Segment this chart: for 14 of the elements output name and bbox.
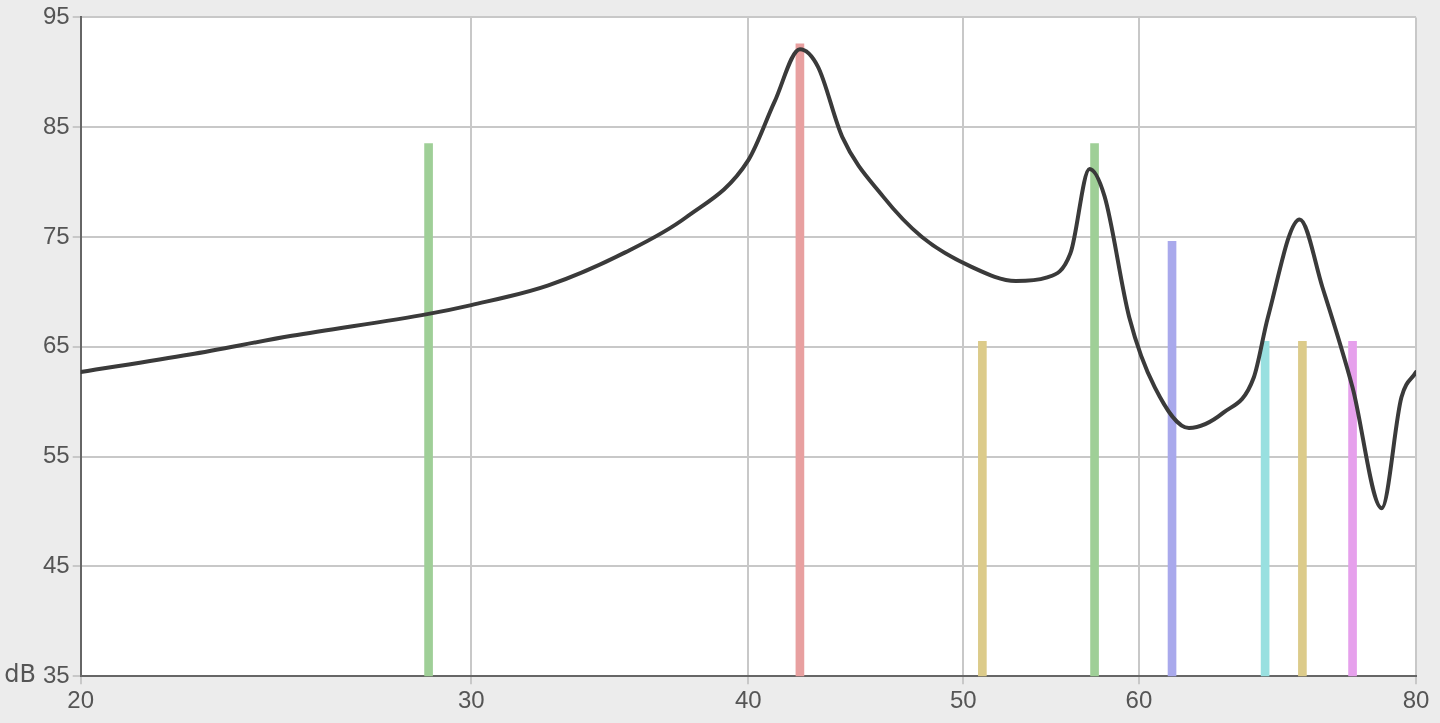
- y-axis-title: dB: [4, 660, 36, 689]
- y-tick-label: 65: [42, 331, 70, 359]
- y-tick-label: 85: [42, 111, 70, 139]
- y-tick-label: 35: [42, 660, 70, 688]
- x-tick-label: 20: [67, 686, 95, 714]
- y-tick-label: 95: [42, 2, 70, 30]
- x-tick-label: 60: [1125, 686, 1153, 714]
- x-tick-label: 30: [457, 686, 485, 714]
- x-tick-label: 40: [735, 686, 762, 714]
- y-tick-label: 45: [42, 551, 70, 579]
- x-tick-label: 80: [1402, 686, 1430, 714]
- y-tick-label: 75: [42, 221, 70, 249]
- y-tick-label: 55: [42, 441, 70, 469]
- x-tick-label: 50: [949, 686, 977, 714]
